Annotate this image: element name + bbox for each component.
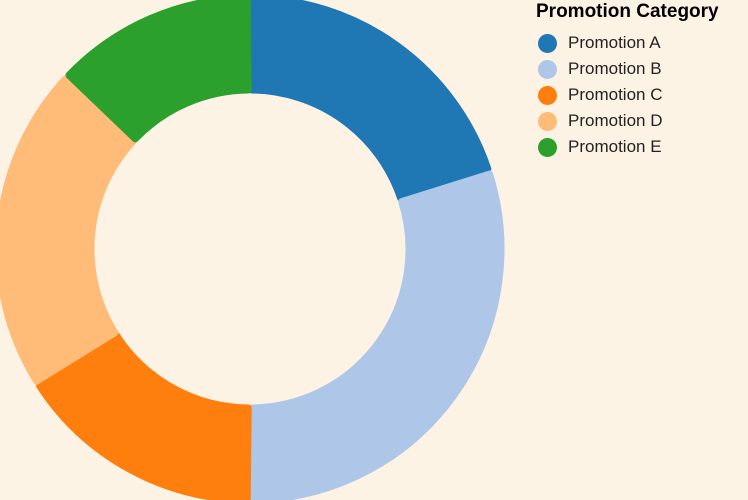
- legend-items: Promotion A Promotion B Promotion C Promoti…: [538, 30, 748, 160]
- donut-chart: [0, 0, 505, 500]
- donut-slice-promotion-a[interactable]: [248, 0, 492, 202]
- legend-swatch: [538, 137, 557, 157]
- legend-swatch: [538, 111, 557, 131]
- donut-slice-promotion-b[interactable]: [248, 170, 505, 500]
- legend-swatch: [538, 33, 557, 53]
- legend-item-promotion-a[interactable]: Promotion A: [538, 30, 748, 56]
- donut-slice-promotion-c[interactable]: [36, 332, 252, 500]
- legend-title: Promotion Category: [536, 1, 719, 22]
- legend-label: Promotion B: [568, 59, 662, 78]
- donut-slice-promotion-e[interactable]: [65, 0, 252, 143]
- legend-label: Promotion C: [568, 85, 663, 104]
- legend: Promotion Category Promotion A Promotion …: [536, 0, 748, 160]
- legend-label: Promotion D: [568, 111, 663, 130]
- legend-item-promotion-b[interactable]: Promotion B: [538, 56, 748, 82]
- donut-slice-promotion-d[interactable]: [0, 75, 137, 385]
- legend-swatch: [538, 85, 557, 105]
- legend-label: Promotion E: [568, 137, 662, 156]
- legend-swatch: [538, 59, 557, 79]
- legend-label: Promotion A: [568, 33, 661, 52]
- legend-item-promotion-c[interactable]: Promotion C: [538, 82, 748, 108]
- legend-item-promotion-e[interactable]: Promotion E: [538, 134, 748, 160]
- legend-item-promotion-d[interactable]: Promotion D: [538, 108, 748, 134]
